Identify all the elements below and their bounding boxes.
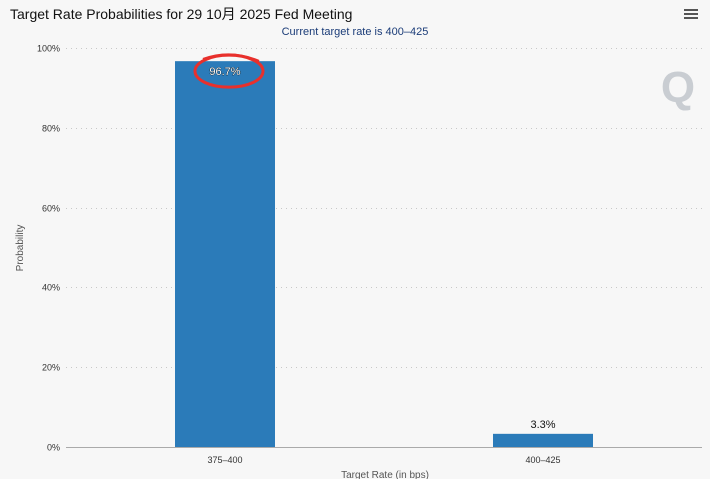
data-label: 96.7% bbox=[209, 66, 240, 78]
x-tick-label: 400–425 bbox=[525, 455, 560, 465]
x-tick-label: 375–400 bbox=[207, 455, 242, 465]
y-tick-label: 100% bbox=[37, 44, 60, 54]
y-axis-ticks: 0% 20% 40% 60% 80% 100% bbox=[37, 44, 60, 453]
y-axis-title: Probability bbox=[15, 225, 26, 272]
x-axis-title: Target Rate (in bps) bbox=[341, 470, 429, 479]
chart-title: Target Rate Probabilities for 29 10月 202… bbox=[10, 6, 353, 22]
chart-subtitle: Current target rate is 400–425 bbox=[281, 26, 429, 38]
annotation-stroke bbox=[202, 53, 260, 63]
bar[interactable] bbox=[493, 433, 593, 447]
y-tick-label: 80% bbox=[42, 124, 60, 134]
watermark-letter: Q bbox=[661, 63, 695, 112]
y-tick-label: 40% bbox=[42, 283, 60, 293]
x-axis-ticks: 375–400 400–425 bbox=[207, 455, 560, 465]
data-label: 3.3% bbox=[530, 419, 555, 431]
watermark-logo: Q bbox=[661, 63, 695, 112]
y-tick-label: 60% bbox=[42, 204, 60, 214]
bar[interactable] bbox=[175, 61, 275, 448]
bars: 96.7% 3.3% bbox=[175, 61, 593, 448]
y-tick-label: 20% bbox=[42, 363, 60, 373]
hamburger-menu-icon[interactable] bbox=[684, 9, 698, 21]
y-tick-label: 0% bbox=[47, 443, 60, 453]
annotation-circle bbox=[193, 53, 265, 89]
gridlines bbox=[66, 48, 702, 368]
